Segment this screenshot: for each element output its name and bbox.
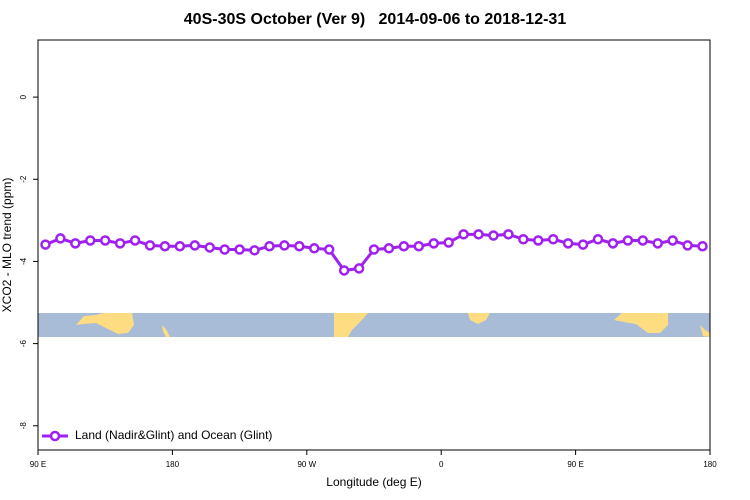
data-point [55, 233, 66, 244]
data-point [562, 238, 574, 249]
y-tick-label: -2 [19, 175, 28, 183]
data-point [428, 238, 439, 249]
data-point [338, 265, 350, 276]
y-tick-label: -8 [19, 422, 28, 430]
data-point [159, 240, 171, 252]
data-point [488, 230, 499, 241]
chart-title: 40S-30S October (Ver 9) 2014-09-06 to 20… [184, 11, 567, 28]
y-tick-label: -6 [19, 339, 28, 347]
land [162, 325, 170, 337]
land [76, 313, 134, 334]
y-tick-label: -4 [19, 257, 28, 265]
plot-frame [37, 39, 711, 451]
data-point [309, 243, 320, 254]
x-tick-label: 90 E [30, 460, 46, 469]
data-point [592, 233, 604, 245]
data-point [652, 238, 663, 249]
data-point [637, 235, 649, 246]
map-strip [38, 313, 710, 337]
data-point [697, 240, 708, 252]
data-point [413, 240, 425, 252]
x-axis-label: Longitude (deg E) [326, 475, 421, 489]
x-tick-label: 0 [439, 460, 444, 469]
land [614, 313, 668, 333]
data-point [70, 238, 81, 249]
data-point [249, 245, 260, 256]
data-point [368, 244, 380, 255]
y-tick-label: 0 [19, 94, 28, 99]
data-point [279, 240, 290, 251]
data-point [323, 244, 335, 255]
data-point [518, 233, 529, 245]
data-point [174, 240, 186, 252]
data-point [189, 240, 201, 251]
data-point [234, 244, 245, 255]
data-point [219, 244, 230, 255]
data-point [473, 229, 484, 240]
data-point [577, 239, 589, 250]
data-point [533, 235, 544, 246]
data-point [85, 235, 96, 246]
x-tick-label: 180 [703, 460, 717, 469]
data-point [458, 229, 469, 240]
x-tick-label: 90 W [297, 460, 316, 469]
x-tick-label: 180 [166, 460, 180, 469]
data-point [294, 240, 305, 252]
data-point [204, 242, 215, 253]
data-point [353, 263, 365, 274]
data-point [129, 235, 141, 246]
legend-label: Land (Nadir&Glint) and Ocean (Glint) [75, 428, 272, 442]
y-axis-label: XCO2 - MLO trend (ppm) [0, 178, 14, 313]
data-point [443, 237, 454, 248]
data-point [607, 238, 619, 249]
data-point [667, 235, 678, 246]
data-point [383, 243, 395, 254]
data-point [264, 240, 275, 252]
x-tick-label: 90 E [567, 460, 583, 469]
data-point [547, 233, 559, 245]
data-point [682, 240, 693, 251]
land [468, 313, 490, 324]
data-point [40, 239, 51, 250]
data-point [503, 229, 514, 240]
data-point [144, 240, 156, 251]
data-point [99, 235, 111, 246]
data-point [114, 238, 126, 249]
ocean [38, 313, 710, 337]
data-point [398, 240, 410, 252]
land [700, 325, 710, 337]
land [334, 313, 368, 337]
legend-marker [49, 430, 61, 442]
data-point [622, 235, 634, 246]
